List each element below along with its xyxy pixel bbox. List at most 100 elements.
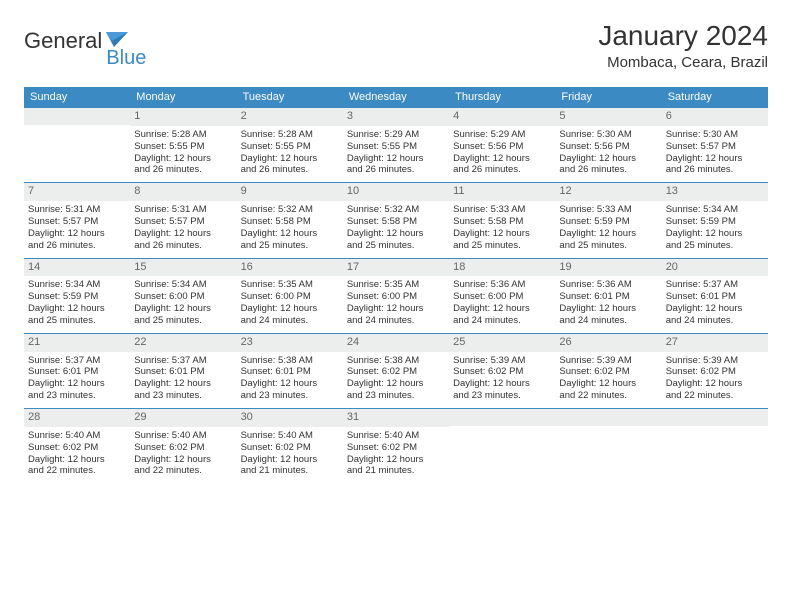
sunrise-text: Sunrise: 5:31 AM — [134, 204, 232, 216]
sunset-text: Sunset: 6:01 PM — [28, 366, 126, 378]
date-number: 8 — [130, 183, 236, 201]
logo-word-blue: Blue — [106, 47, 146, 70]
daylight-text: Daylight: 12 hours — [347, 303, 445, 315]
sunrise-text: Sunrise: 5:37 AM — [134, 355, 232, 367]
sunrise-text: Sunrise: 5:31 AM — [28, 204, 126, 216]
day-cell: 14Sunrise: 5:34 AMSunset: 5:59 PMDayligh… — [24, 258, 130, 333]
daylight-text: Daylight: 12 hours — [347, 153, 445, 165]
daylight-text: Daylight: 12 hours — [559, 228, 657, 240]
sunset-text: Sunset: 6:02 PM — [134, 442, 232, 454]
sunrise-text: Sunrise: 5:40 AM — [134, 430, 232, 442]
daylight-text: and 22 minutes. — [666, 390, 764, 402]
sunrise-text: Sunrise: 5:37 AM — [666, 279, 764, 291]
day-cell: 21Sunrise: 5:37 AMSunset: 6:01 PMDayligh… — [24, 333, 130, 408]
sunset-text: Sunset: 5:59 PM — [28, 291, 126, 303]
day-cell: 12Sunrise: 5:33 AMSunset: 5:59 PMDayligh… — [555, 183, 661, 258]
sunset-text: Sunset: 5:55 PM — [347, 141, 445, 153]
empty-date — [662, 409, 768, 426]
week-row: 7Sunrise: 5:31 AMSunset: 5:57 PMDaylight… — [24, 183, 768, 258]
date-number: 31 — [343, 409, 449, 427]
daylight-text: Daylight: 12 hours — [559, 378, 657, 390]
sunrise-text: Sunrise: 5:28 AM — [241, 129, 339, 141]
sunrise-text: Sunrise: 5:39 AM — [666, 355, 764, 367]
month-title: January 2024 — [598, 20, 768, 52]
sunrise-text: Sunrise: 5:34 AM — [666, 204, 764, 216]
day-cell — [555, 409, 661, 484]
day-cell: 10Sunrise: 5:32 AMSunset: 5:58 PMDayligh… — [343, 183, 449, 258]
logo-word-general: General — [24, 28, 102, 54]
daylight-text: and 26 minutes. — [453, 164, 551, 176]
day-cell — [449, 409, 555, 484]
day-cell: 28Sunrise: 5:40 AMSunset: 6:02 PMDayligh… — [24, 409, 130, 484]
empty-date — [24, 108, 130, 125]
date-number: 6 — [662, 108, 768, 126]
week-row: 21Sunrise: 5:37 AMSunset: 6:01 PMDayligh… — [24, 333, 768, 408]
day-header: Sunday — [24, 87, 130, 108]
day-cell: 20Sunrise: 5:37 AMSunset: 6:01 PMDayligh… — [662, 258, 768, 333]
sunset-text: Sunset: 6:02 PM — [347, 366, 445, 378]
date-number: 5 — [555, 108, 661, 126]
title-block: January 2024 Mombaca, Ceara, Brazil — [598, 20, 768, 71]
daylight-text: Daylight: 12 hours — [134, 153, 232, 165]
day-cell: 15Sunrise: 5:34 AMSunset: 6:00 PMDayligh… — [130, 258, 236, 333]
date-number: 27 — [662, 334, 768, 352]
sunset-text: Sunset: 5:58 PM — [453, 216, 551, 228]
empty-date — [449, 409, 555, 426]
daylight-text: Daylight: 12 hours — [134, 303, 232, 315]
day-cell: 25Sunrise: 5:39 AMSunset: 6:02 PMDayligh… — [449, 333, 555, 408]
daylight-text: and 24 minutes. — [559, 315, 657, 327]
daylight-text: Daylight: 12 hours — [347, 454, 445, 466]
sunrise-text: Sunrise: 5:34 AM — [28, 279, 126, 291]
daylight-text: and 24 minutes. — [347, 315, 445, 327]
day-cell: 7Sunrise: 5:31 AMSunset: 5:57 PMDaylight… — [24, 183, 130, 258]
date-number: 2 — [237, 108, 343, 126]
day-cell: 8Sunrise: 5:31 AMSunset: 5:57 PMDaylight… — [130, 183, 236, 258]
daylight-text: Daylight: 12 hours — [134, 378, 232, 390]
sunset-text: Sunset: 6:02 PM — [28, 442, 126, 454]
date-number: 11 — [449, 183, 555, 201]
daylight-text: Daylight: 12 hours — [453, 228, 551, 240]
daylight-text: and 24 minutes. — [666, 315, 764, 327]
sunset-text: Sunset: 6:02 PM — [559, 366, 657, 378]
week-row: 14Sunrise: 5:34 AMSunset: 5:59 PMDayligh… — [24, 258, 768, 333]
sunset-text: Sunset: 5:57 PM — [28, 216, 126, 228]
daylight-text: Daylight: 12 hours — [453, 303, 551, 315]
daylight-text: and 23 minutes. — [241, 390, 339, 402]
sunset-text: Sunset: 6:01 PM — [559, 291, 657, 303]
daylight-text: Daylight: 12 hours — [453, 153, 551, 165]
sunset-text: Sunset: 5:56 PM — [453, 141, 551, 153]
daylight-text: and 23 minutes. — [347, 390, 445, 402]
sunrise-text: Sunrise: 5:37 AM — [28, 355, 126, 367]
sunset-text: Sunset: 6:02 PM — [666, 366, 764, 378]
day-cell: 2 Sunrise: 5:28 AMSunset: 5:55 PMDaylight… — [237, 108, 343, 183]
sunset-text: Sunset: 5:57 PM — [666, 141, 764, 153]
day-header: Thursday — [449, 87, 555, 108]
daylight-text: Daylight: 12 hours — [28, 303, 126, 315]
location-subtitle: Mombaca, Ceara, Brazil — [598, 54, 768, 71]
date-number: 15 — [130, 259, 236, 277]
sunset-text: Sunset: 5:55 PM — [241, 141, 339, 153]
calendar-table: Sunday Monday Tuesday Wednesday Thursday… — [24, 87, 768, 483]
day-cell: 4Sunrise: 5:29 AMSunset: 5:56 PMDaylight… — [449, 108, 555, 183]
sunset-text: Sunset: 6:00 PM — [453, 291, 551, 303]
daylight-text: and 26 minutes. — [241, 164, 339, 176]
daylight-text: Daylight: 12 hours — [28, 228, 126, 240]
day-cell: 1Sunrise: 5:28 AMSunset: 5:55 PMDaylight… — [130, 108, 236, 183]
day-cell: 18Sunrise: 5:36 AMSunset: 6:00 PMDayligh… — [449, 258, 555, 333]
sunrise-text: Sunrise: 5:40 AM — [241, 430, 339, 442]
day-header: Monday — [130, 87, 236, 108]
day-header: Tuesday — [237, 87, 343, 108]
date-number: 23 — [237, 334, 343, 352]
sunrise-text: Sunrise: 5:39 AM — [559, 355, 657, 367]
day-header: Saturday — [662, 87, 768, 108]
day-cell: 5Sunrise: 5:30 AMSunset: 5:56 PMDaylight… — [555, 108, 661, 183]
daylight-text: and 23 minutes. — [28, 390, 126, 402]
day-cell: 23Sunrise: 5:38 AMSunset: 6:01 PMDayligh… — [237, 333, 343, 408]
sunset-text: Sunset: 5:58 PM — [347, 216, 445, 228]
date-number: 9 — [237, 183, 343, 201]
daylight-text: and 25 minutes. — [347, 240, 445, 252]
daylight-text: Daylight: 12 hours — [241, 153, 339, 165]
daylight-text: Daylight: 12 hours — [28, 454, 126, 466]
sunset-text: Sunset: 6:00 PM — [347, 291, 445, 303]
day-cell: 30Sunrise: 5:40 AMSunset: 6:02 PMDayligh… — [237, 409, 343, 484]
